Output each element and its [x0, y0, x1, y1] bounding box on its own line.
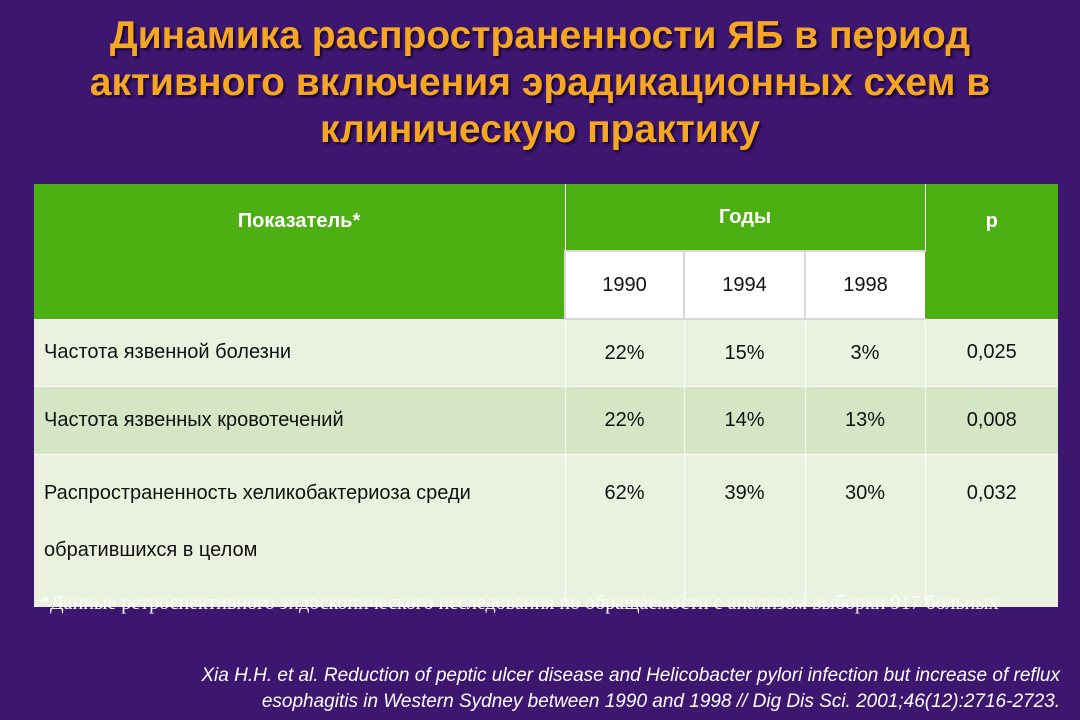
header-years-label: Годы [718, 205, 772, 228]
header-indicator-label: Показатель* [237, 210, 361, 232]
table-row: Частота язвенной болезни 22% 15% 3% 0,02… [34, 318, 1059, 387]
row-label: Распространенность хеликобактериоза сред… [34, 454, 566, 607]
row-label-line-1: Распространенность хеликобактериоза сред… [44, 482, 471, 504]
cell-1994: 39% [684, 454, 806, 607]
cell-p: 0,025 [925, 318, 1059, 387]
cell-p: 0,032 [925, 454, 1059, 607]
cell-1990: 22% [565, 386, 685, 455]
title-line-3: клиническую практику [319, 108, 760, 151]
citation-line-2: esophagitis in Western Sydney between 19… [261, 691, 1060, 712]
header-indicator: Показатель* [34, 184, 566, 319]
year-1994: 1994 [683, 250, 806, 320]
cell-1994: 14% [684, 386, 806, 455]
cell-p: 0,008 [925, 386, 1059, 455]
header-p: p [925, 184, 1059, 319]
year-1998: 1998 [803, 250, 926, 320]
header-p-label: p [985, 210, 998, 232]
cell-1990: 22% [565, 318, 685, 387]
row-label: Частота язвенных кровотечений [34, 386, 566, 455]
cell-1990: 62% [565, 454, 685, 607]
cell-1994: 15% [684, 318, 806, 387]
cell-1998: 13% [805, 386, 926, 455]
cell-1998: 30% [805, 454, 926, 607]
table-row: Частота язвенных кровотечений 22% 14% 13… [34, 386, 1059, 455]
header-years: Годы [565, 184, 926, 251]
citation: Xia H.H. et al. Reduction of peptic ulce… [60, 663, 1060, 715]
slide-title: Динамика распространенности ЯБ в период … [0, 12, 1080, 153]
title-line-2: активного включения эрадикационных схем … [89, 61, 991, 104]
title-line-1: Динамика распространенности ЯБ в период [109, 14, 971, 57]
cell-1998: 3% [805, 318, 926, 387]
year-1990: 1990 [564, 250, 685, 320]
table-row: Распространенность хеликобактериоза сред… [34, 454, 1059, 607]
citation-line-1: Xia H.H. et al. Reduction of peptic ulce… [201, 665, 1060, 686]
row-label: Частота язвенной болезни [34, 318, 566, 387]
footnote: *Данные ретроспективного эндоскопическог… [40, 592, 999, 614]
data-table: Показатель* Годы p 1990 1994 1998 Частот… [34, 184, 1059, 607]
row-label-line-2: обратившихся в целом [44, 539, 258, 561]
